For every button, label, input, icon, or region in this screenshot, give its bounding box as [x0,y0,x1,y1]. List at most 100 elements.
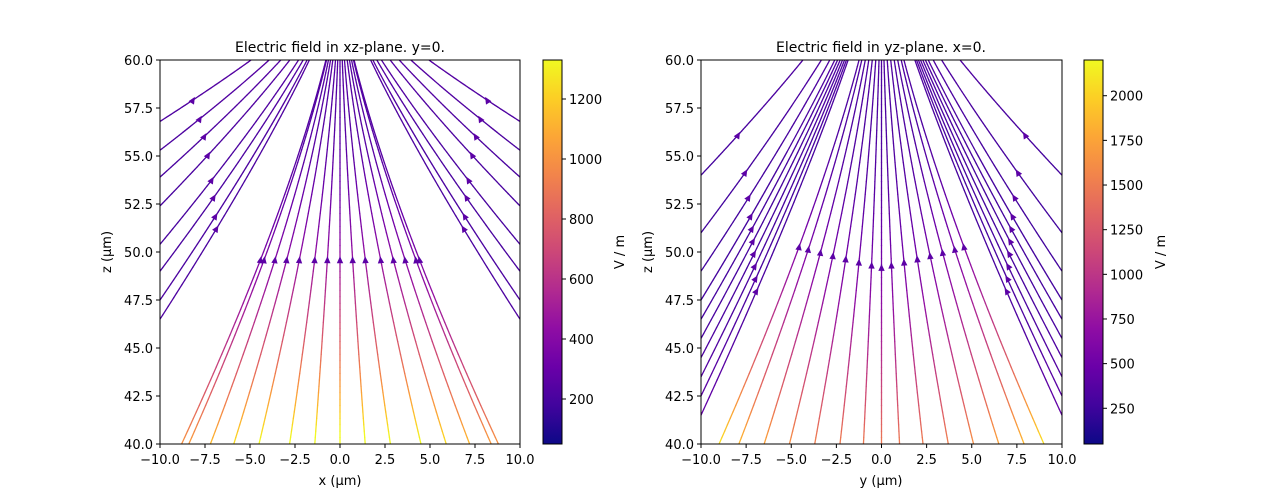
streamline-segment [971,143,975,149]
streamline-segment [867,155,870,164]
streamline-segment [378,366,381,375]
streamline-segment [180,436,186,444]
streamline-segment [972,302,976,311]
streamline-segment [318,142,322,151]
streamline-segment [236,188,241,195]
streamline-segment [442,193,447,199]
streamline-segment [795,189,800,197]
streamline-segment [739,305,744,313]
streamline-segment [737,325,742,333]
streamline-segment [270,385,274,394]
streamline-segment [847,91,851,100]
streamline-segment [963,404,967,413]
streamline-segment [925,315,928,324]
streamline-segment [369,161,372,170]
streamline-segment [921,436,924,444]
colorbar-tick-label: 250 [1110,402,1135,417]
streamline-segment [457,366,462,375]
streamline-segment [940,73,944,79]
streamline-segment [237,175,242,181]
streamline-segment [903,168,906,176]
streamline-segment [368,289,371,298]
streamline-segment [792,135,797,141]
streamline-segment [266,244,270,253]
streamline-segment [398,212,403,221]
streamline-segment [838,296,841,304]
streamline-segment [736,296,741,304]
streamline-segment [260,296,264,304]
streamline-segment [916,392,919,400]
streamline-segment [837,302,840,311]
streamline-segment [302,232,306,240]
streamline-segment [707,283,712,289]
streamline-segment [761,191,766,197]
streamline-segment [718,333,723,341]
streamline-segment [892,78,895,87]
streamline-segment [851,206,855,215]
streamline-segment [736,235,740,241]
streamline-segment [856,174,859,183]
streamline-segment [968,150,973,156]
streamline-segment [938,174,942,183]
streamline-segment [244,147,249,153]
streamline-segment [353,60,357,68]
streamline-segment [491,209,496,215]
streamline-segment [383,161,388,170]
streamline-segment [958,119,962,125]
streamline-segment [452,210,457,217]
streamline-segment [301,142,305,151]
streamline-segment [867,91,870,100]
streamline-segment [961,398,965,407]
streamline-segment [327,84,331,93]
streamline-segment [941,87,945,93]
streamline-segment [828,174,832,183]
streamline-segment [1032,417,1037,426]
streamline-segment [184,275,189,281]
streamline-segment [817,212,821,221]
streamline-segment [825,225,828,234]
streamline-segment [366,270,369,279]
streamline-segment [708,372,713,380]
streamline-segment [975,196,980,204]
streamline-segment [729,262,734,269]
streamline-segment [906,84,910,93]
streamline-segment [947,148,951,156]
streamline-segment [317,116,321,125]
streamline-segment [827,96,831,103]
streamline-segment [920,283,923,292]
colorbar-tick-label: 200 [569,393,594,408]
streamline-segment [422,315,427,324]
streamline-segment [864,193,866,202]
streamline-segment [781,155,786,161]
streamline-segment [323,72,327,80]
streamline-segment [249,155,254,161]
streamline-segment [851,78,855,87]
streamline-segment [371,129,375,138]
streamline-segment [769,315,774,324]
streamline-segment [965,334,969,343]
streamline-segment [499,219,504,224]
streamline-segment [811,99,816,105]
streamline-segment [797,112,801,117]
streamline-segment [942,105,947,112]
streamline-segment [1013,262,1017,269]
streamline-segment [794,251,798,260]
streamline-segment [910,334,913,343]
streamline-segment [737,392,742,400]
streamline-segment [967,257,972,266]
streamline-segment [957,128,962,135]
streamline-arrow [195,115,202,124]
streamline-segment [750,283,754,291]
streamline-segment [858,251,861,260]
streamline-segment [435,411,439,420]
streamline-segment [956,154,961,161]
streamline-segment [759,221,764,228]
streamline-segment [767,244,772,252]
streamline-segment [400,219,405,228]
streamline-segment [440,366,445,375]
streamline-segment [274,101,279,107]
streamline-segment [382,69,386,75]
streamline-segment [757,179,761,184]
streamline-segment [367,116,372,125]
streamline-segment [219,411,224,420]
